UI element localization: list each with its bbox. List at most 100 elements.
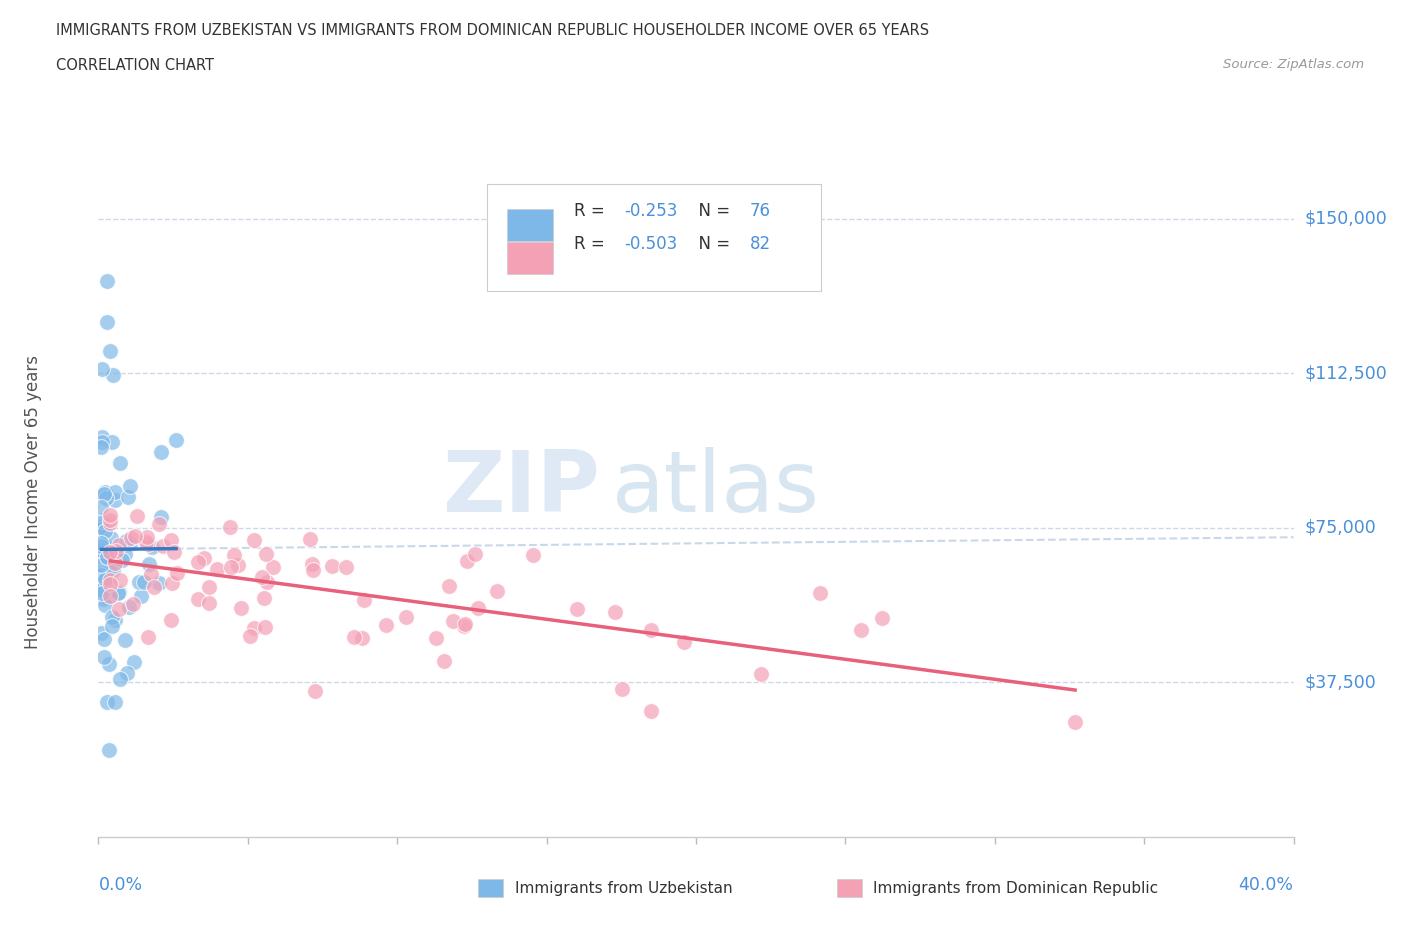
Point [111,552,134,567]
Point [91,591,114,606]
Point [114,547,136,562]
Point [117,665,139,680]
Text: $112,500: $112,500 [1305,365,1388,382]
Point [93,538,115,553]
Point [222,548,245,563]
Point [150,445,173,459]
Text: atlas: atlas [612,447,820,530]
Point [243,620,266,635]
Text: N =: N = [688,202,735,219]
Point [522,548,544,563]
Point [96,694,118,709]
Point [120,537,142,551]
Point [464,547,486,562]
Point [118,599,141,614]
Point [160,533,183,548]
Text: Immigrants from Dominican Republic: Immigrants from Dominican Republic [873,881,1159,896]
Point [353,592,375,607]
Point [124,655,146,670]
Text: -0.253: -0.253 [624,202,678,219]
Point [110,671,132,686]
Point [640,704,662,719]
Point [98,573,122,588]
Point [186,591,208,606]
Point [97,657,120,671]
Point [350,631,373,645]
Point [374,618,396,633]
Point [148,517,170,532]
Point [108,573,131,588]
Point [335,560,357,575]
Point [96,550,118,565]
Point [108,538,131,552]
Point [250,570,273,585]
Point [239,629,262,644]
Point [394,609,416,624]
Point [107,586,129,601]
Point [100,589,122,604]
Point [91,586,114,601]
Point [100,530,122,545]
Point [90,565,112,580]
Point [186,555,208,570]
Text: IMMIGRANTS FROM UZBEKISTAN VS IMMIGRANTS FROM DOMINICAN REPUBLIC HOUSEHOLDER INC: IMMIGRANTS FROM UZBEKISTAN VS IMMIGRANTS… [56,23,929,38]
Point [122,597,145,612]
Point [114,633,136,648]
Point [141,539,163,554]
Point [115,534,138,549]
Point [125,509,148,524]
Point [219,559,242,574]
Point [93,631,115,646]
Text: R =: R = [574,202,610,219]
Text: 76: 76 [749,202,770,219]
Point [439,578,461,593]
Point [228,557,250,572]
Point [256,575,278,590]
Point [118,478,141,493]
Point [90,567,112,582]
FancyBboxPatch shape [508,242,553,273]
Point [90,557,112,572]
Point [90,625,112,640]
Point [104,485,127,499]
Point [120,531,142,546]
Point [90,543,112,558]
Text: 40.0%: 40.0% [1239,876,1294,894]
Point [205,561,228,576]
Text: CORRELATION CHART: CORRELATION CHART [56,58,214,73]
Point [94,598,117,613]
Point [117,490,139,505]
Point [91,361,114,376]
Point [229,601,252,616]
Point [124,529,146,544]
Point [136,537,159,551]
Point [104,492,127,507]
Point [441,614,464,629]
FancyBboxPatch shape [508,209,553,241]
Point [198,596,221,611]
Point [851,622,873,637]
Point [98,565,121,579]
Text: Immigrants from Uzbekistan: Immigrants from Uzbekistan [515,881,733,896]
Point [90,519,112,534]
Point [150,510,173,525]
Text: N =: N = [688,235,735,253]
Point [103,612,125,627]
Point [148,576,170,591]
Point [256,547,278,562]
Text: 0.0%: 0.0% [98,876,142,894]
Point [135,530,157,545]
Point [872,610,894,625]
Point [321,559,343,574]
Point [96,314,118,329]
Point [640,623,662,638]
Point [93,485,115,499]
Point [104,695,127,710]
Point [254,619,277,634]
Point [1064,714,1087,729]
Point [96,491,118,506]
Point [94,524,117,538]
Point [456,553,478,568]
Point [108,584,131,599]
Text: $150,000: $150,000 [1305,210,1388,228]
